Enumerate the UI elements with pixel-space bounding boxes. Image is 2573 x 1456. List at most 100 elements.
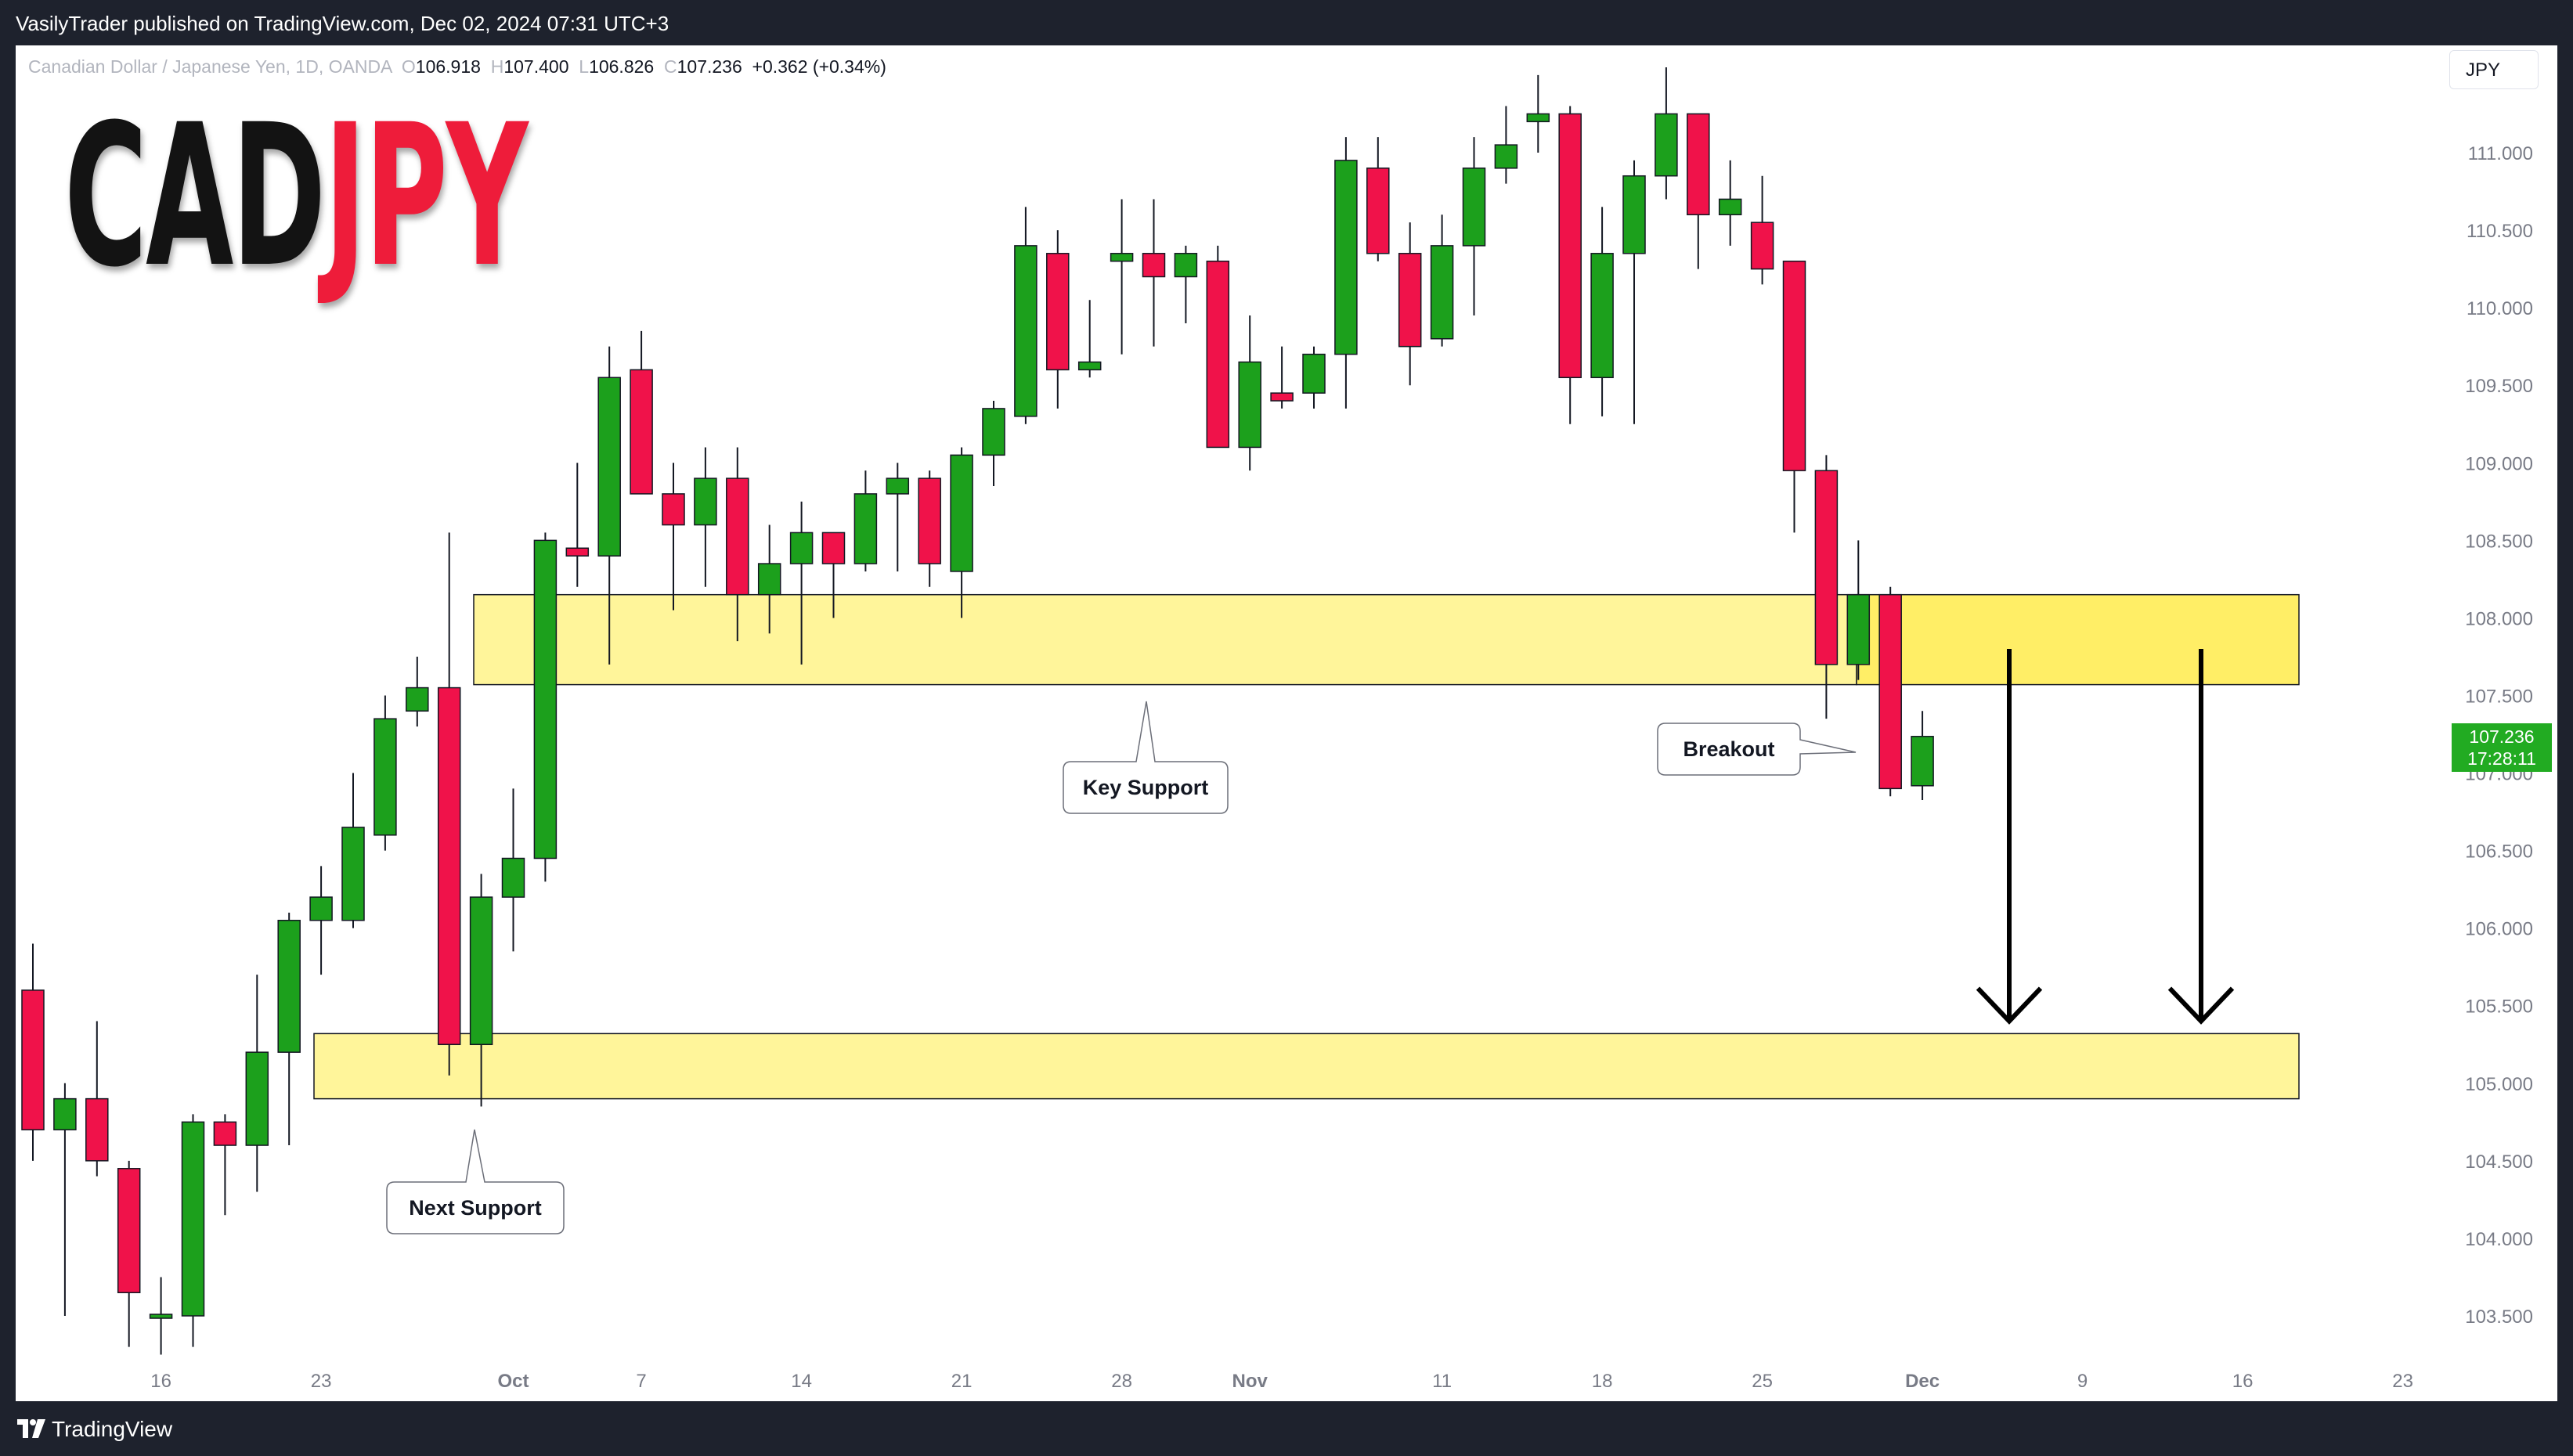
candle-down <box>21 989 45 1130</box>
candle-up <box>1302 353 1326 394</box>
candle-down <box>1814 470 1839 665</box>
candle-up <box>1174 253 1198 278</box>
candle-up <box>341 827 365 921</box>
y-tick-label: 109.500 <box>2465 376 2533 397</box>
pair-title: CADJPY <box>64 99 529 294</box>
next-support-zone <box>313 1033 2300 1100</box>
down-arrow-head <box>1976 986 2043 1025</box>
pair-title-base: CAD <box>64 82 326 310</box>
candle-up <box>1526 113 1550 123</box>
candle-up <box>1655 113 1678 177</box>
candle-down <box>1142 253 1166 278</box>
y-tick-label: 105.000 <box>2465 1074 2533 1095</box>
x-tick-label: 9 <box>2077 1371 2088 1392</box>
y-tick-label: 105.500 <box>2465 996 2533 1018</box>
candle-down <box>117 1168 141 1294</box>
y-tick-label: 110.000 <box>2467 298 2533 319</box>
candle-up <box>1622 175 1646 254</box>
candle-up <box>406 687 429 712</box>
candle-up <box>1430 245 1454 340</box>
y-tick-label: 108.000 <box>2465 608 2533 629</box>
candle-down <box>1046 253 1070 371</box>
breakout-callout-bubble <box>1657 723 1857 776</box>
candle-up <box>694 478 717 526</box>
x-tick-label: Oct <box>497 1371 529 1392</box>
x-tick-label: Nov <box>1232 1371 1268 1392</box>
candle-up <box>501 857 525 898</box>
candle-up <box>1077 361 1102 371</box>
candle-up <box>950 454 973 572</box>
candle-up <box>309 896 333 921</box>
x-tick-label: 7 <box>636 1371 646 1392</box>
candlestick-chart[interactable]: 111.000 110.500 110.000 109.500 109.000 108.5… <box>16 45 2557 1401</box>
candle-up <box>149 1314 173 1319</box>
y-tick-label: 106.500 <box>2465 842 2533 863</box>
footer-brand: TradingView <box>52 1417 173 1441</box>
y-tick-label: 109.000 <box>2465 453 2533 474</box>
y-tick-label: 106.000 <box>2465 919 2533 940</box>
candle-up <box>469 896 493 1046</box>
next-support-callout-label: Next Support <box>409 1196 542 1220</box>
y-tick-label: 108.500 <box>2465 531 2533 552</box>
key-support-callout-bubble <box>1063 701 1229 814</box>
candle-down <box>1398 253 1422 348</box>
candle-up <box>1911 736 1934 787</box>
candle-up <box>1462 168 1486 247</box>
candle-down <box>565 547 590 557</box>
candle-down <box>1206 260 1230 449</box>
low-value: 106.826 <box>589 56 655 77</box>
symbol-name: Canadian Dollar / Japanese Yen, 1D, OAND… <box>28 56 392 77</box>
candle-down <box>437 687 461 1046</box>
next-support-callout-bubble <box>386 1129 565 1234</box>
candle-down <box>1687 113 1710 216</box>
candle-up <box>53 1097 77 1130</box>
candle-up <box>757 563 781 596</box>
change-value: +0.362 (+0.34%) <box>752 56 886 77</box>
y-tick-label: 111.000 <box>2468 143 2533 164</box>
x-tick-label: 23 <box>2392 1371 2413 1392</box>
y-tick-label: 110.500 <box>2467 221 2533 242</box>
publish-info: VasilyTrader published on TradingView.co… <box>16 12 669 35</box>
open-value: 106.918 <box>415 56 481 77</box>
x-tick-label: Dec <box>1905 1371 1940 1392</box>
key-support-zone <box>473 593 1857 686</box>
pair-title-quote: JPY <box>324 82 529 310</box>
close-value: 107.236 <box>677 56 742 77</box>
x-tick-label: 28 <box>1111 1371 1132 1392</box>
candle-down <box>1366 168 1390 254</box>
high-value: 107.400 <box>503 56 569 77</box>
candle-up <box>181 1121 205 1317</box>
candle-down <box>630 369 653 495</box>
x-tick-label: 16 <box>150 1371 171 1392</box>
candle-up <box>374 718 397 836</box>
candle-up <box>853 493 878 564</box>
y-tick-label: 103.500 <box>2465 1306 2533 1328</box>
key-support-callout-label: Key Support <box>1083 776 1209 799</box>
chart-area[interactable]: 111.000 110.500 110.000 109.500 109.000 108.5… <box>16 45 2557 1401</box>
candle-up <box>982 408 1005 456</box>
candle-up <box>1014 245 1038 417</box>
candle-down <box>726 478 749 596</box>
candle-down <box>213 1121 237 1146</box>
bar-countdown: 17:28:11 <box>2467 748 2536 769</box>
candle-up <box>1494 144 1518 169</box>
candle-up <box>533 539 558 860</box>
candle-down <box>1558 113 1582 379</box>
candle-up <box>277 920 301 1053</box>
last-price-tag: 107.236 17:28:11 <box>2452 723 2552 772</box>
candle-up <box>1334 160 1358 355</box>
breakout-callout-label: Breakout <box>1683 737 1774 761</box>
candle-down <box>1782 260 1806 471</box>
x-tick-label: 23 <box>311 1371 332 1392</box>
candle-down <box>662 493 685 526</box>
candle-up <box>886 478 910 495</box>
candle-up <box>1110 253 1134 262</box>
footer: TradingView <box>0 1401 2573 1456</box>
y-tick-label: 104.000 <box>2465 1229 2533 1250</box>
x-tick-label: 25 <box>1752 1371 1773 1392</box>
currency-selector[interactable]: JPY <box>2449 50 2539 89</box>
x-tick-label: 18 <box>1592 1371 1613 1392</box>
y-tick-label: 107.500 <box>2465 686 2533 707</box>
x-tick-label: 14 <box>791 1371 812 1392</box>
candle-up <box>1718 198 1742 216</box>
